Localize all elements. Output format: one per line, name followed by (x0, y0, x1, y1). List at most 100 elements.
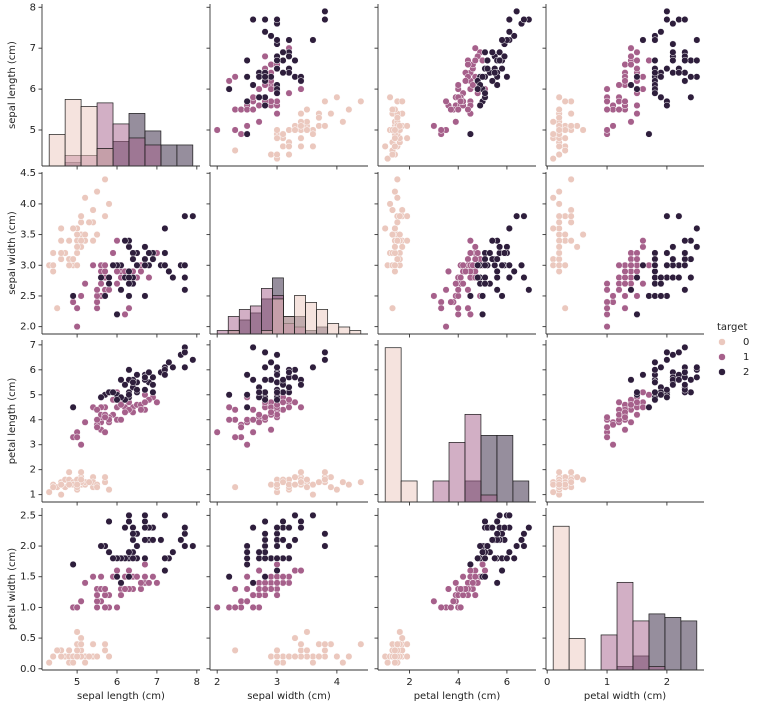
scatter-point (237, 423, 245, 431)
scatter-point (93, 292, 101, 300)
legend: target 0 1 2 (717, 322, 749, 378)
scatter-point (681, 343, 689, 351)
scatter-point (474, 261, 482, 269)
histogram-bar (144, 144, 162, 167)
scatter-point (181, 286, 189, 294)
scatter-point (393, 114, 401, 122)
x-tick-label: 4 (334, 677, 340, 688)
scatter-point (561, 231, 569, 239)
x-tick-label: 6 (114, 677, 120, 688)
scatter-point (273, 567, 281, 575)
scatter-point (213, 126, 221, 134)
scatter-point (567, 237, 575, 245)
scatter-point (555, 267, 563, 275)
scatter-point (141, 511, 149, 519)
scatter-point (125, 292, 133, 300)
scatter-point (459, 573, 467, 581)
scatter-point (627, 60, 635, 69)
x-axis-label: sepal length (cm) (77, 691, 165, 702)
scatter-point (481, 273, 489, 282)
scatter-point (69, 292, 77, 300)
scatter-point (69, 560, 77, 569)
scatter-point (386, 200, 394, 208)
scatter-point (681, 286, 689, 294)
scatter-point (261, 517, 269, 526)
scatter-point (93, 652, 101, 661)
scatter-point (255, 388, 263, 396)
x-axis-label: petal width (cm) (584, 691, 666, 702)
scatter-point (243, 542, 251, 550)
scatter-point (627, 401, 635, 409)
scatter-point (663, 249, 671, 257)
scatter-point (267, 573, 275, 581)
scatter-point (231, 126, 239, 134)
scatter-point (391, 188, 399, 196)
scatter-point (452, 579, 460, 587)
scatter-point (466, 130, 474, 138)
scatter-point (687, 255, 695, 263)
scatter-point (633, 110, 641, 118)
scatter-point (561, 261, 569, 269)
scatter-point (273, 652, 281, 661)
scatter-point (273, 554, 281, 562)
y-tick-label: 0.0 (20, 664, 36, 675)
scatter-point (125, 548, 133, 556)
scatter-point (129, 536, 137, 544)
scatter-point (321, 15, 329, 24)
scatter-point (633, 56, 641, 65)
scatter-point (555, 249, 563, 257)
scatter-point (481, 554, 489, 562)
scatter-point (476, 542, 484, 550)
scatter-point (279, 142, 287, 150)
scatter-point (261, 363, 269, 371)
histogram-bar (384, 347, 402, 503)
scatter-point (89, 237, 97, 245)
scatter-point (517, 261, 526, 269)
scatter-point (579, 126, 587, 134)
axes: 5 6 7 8 2.0 2.5 3.0 3.5 4.0 4.5 1 2 3 4 5 6 7 0.0 0.5 1.0 1.… (7, 2, 704, 702)
scatter-point (101, 603, 109, 611)
scatter-point (513, 542, 521, 550)
scatter-point (297, 85, 305, 93)
scatter-point (567, 212, 575, 220)
x-tick-label: 6 (504, 677, 510, 688)
scatter-point (391, 261, 399, 269)
scatter-point (261, 585, 269, 593)
scatter-point (681, 237, 689, 245)
scatter-point (391, 267, 399, 275)
y-tick-label: 2.0 (20, 322, 36, 333)
scatter-point (681, 255, 689, 263)
scatter-point (549, 194, 557, 202)
scatter-point (669, 381, 677, 389)
scatter-point (663, 356, 671, 364)
histogram-bar (600, 634, 618, 671)
scatter-point (73, 243, 81, 251)
scatter-point (279, 398, 287, 406)
scatter-point (231, 406, 239, 414)
scatter-point (633, 292, 641, 300)
scatter-point (285, 36, 293, 44)
scatter-point (663, 292, 671, 300)
scatter-point (513, 7, 521, 15)
scatter-point (555, 126, 563, 134)
scatter-point (466, 560, 474, 569)
scatter-point (669, 261, 677, 269)
scatter-point (567, 478, 575, 486)
scatter-point (105, 652, 113, 661)
scatter-point (561, 237, 569, 245)
scatter-point (101, 261, 109, 269)
scatter-point (105, 486, 113, 494)
scatter-point (555, 150, 563, 159)
scatter-point (261, 73, 269, 81)
scatter-point (466, 567, 474, 575)
scatter-point (388, 231, 397, 239)
histogram-bar (216, 330, 229, 335)
scatter-point (447, 298, 455, 306)
scatter-point (57, 249, 65, 257)
scatter-point (454, 304, 462, 312)
histogram-bar (227, 330, 240, 335)
scatter-point (273, 351, 281, 359)
scatter-point (479, 292, 487, 300)
scatter-point (145, 249, 153, 257)
scatter-point (669, 351, 677, 359)
